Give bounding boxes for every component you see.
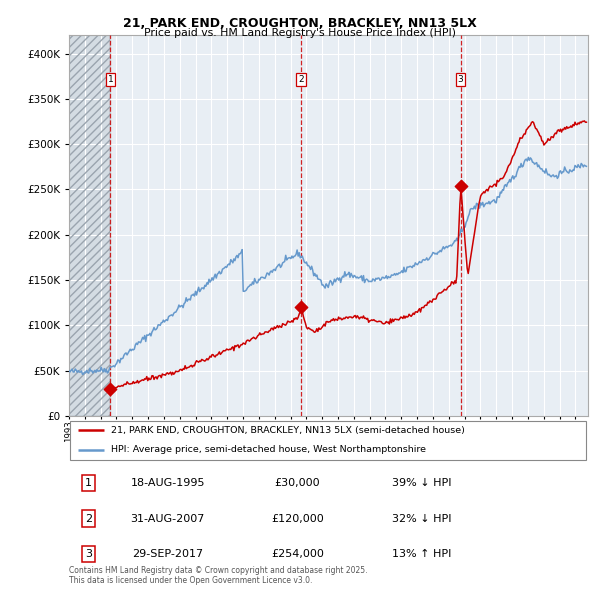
Text: £30,000: £30,000 xyxy=(275,478,320,488)
Text: 31-AUG-2007: 31-AUG-2007 xyxy=(130,514,205,523)
Point xyxy=(106,384,115,394)
Text: £120,000: £120,000 xyxy=(271,514,324,523)
Text: 1: 1 xyxy=(107,75,113,84)
Text: 1: 1 xyxy=(85,478,92,488)
Text: 13% ↑ HPI: 13% ↑ HPI xyxy=(392,549,452,559)
FancyBboxPatch shape xyxy=(70,421,586,460)
Point xyxy=(296,303,306,312)
Bar xyxy=(69,35,110,416)
Text: 29-SEP-2017: 29-SEP-2017 xyxy=(132,549,203,559)
Text: HPI: Average price, semi-detached house, West Northamptonshire: HPI: Average price, semi-detached house,… xyxy=(110,445,425,454)
Bar xyxy=(69,35,110,416)
Text: 21, PARK END, CROUGHTON, BRACKLEY, NN13 5LX: 21, PARK END, CROUGHTON, BRACKLEY, NN13 … xyxy=(123,17,477,30)
Text: 3: 3 xyxy=(85,549,92,559)
Text: 32% ↓ HPI: 32% ↓ HPI xyxy=(392,514,452,523)
Text: 39% ↓ HPI: 39% ↓ HPI xyxy=(392,478,452,488)
Text: 18-AUG-1995: 18-AUG-1995 xyxy=(130,478,205,488)
Text: Price paid vs. HM Land Registry's House Price Index (HPI): Price paid vs. HM Land Registry's House … xyxy=(144,28,456,38)
Text: 2: 2 xyxy=(298,75,304,84)
Text: 21, PARK END, CROUGHTON, BRACKLEY, NN13 5LX (semi-detached house): 21, PARK END, CROUGHTON, BRACKLEY, NN13 … xyxy=(110,426,464,435)
Text: 2: 2 xyxy=(85,514,92,523)
Text: £254,000: £254,000 xyxy=(271,549,324,559)
Text: 3: 3 xyxy=(458,75,463,84)
Text: Contains HM Land Registry data © Crown copyright and database right 2025.
This d: Contains HM Land Registry data © Crown c… xyxy=(69,566,367,585)
Point xyxy=(456,181,466,191)
